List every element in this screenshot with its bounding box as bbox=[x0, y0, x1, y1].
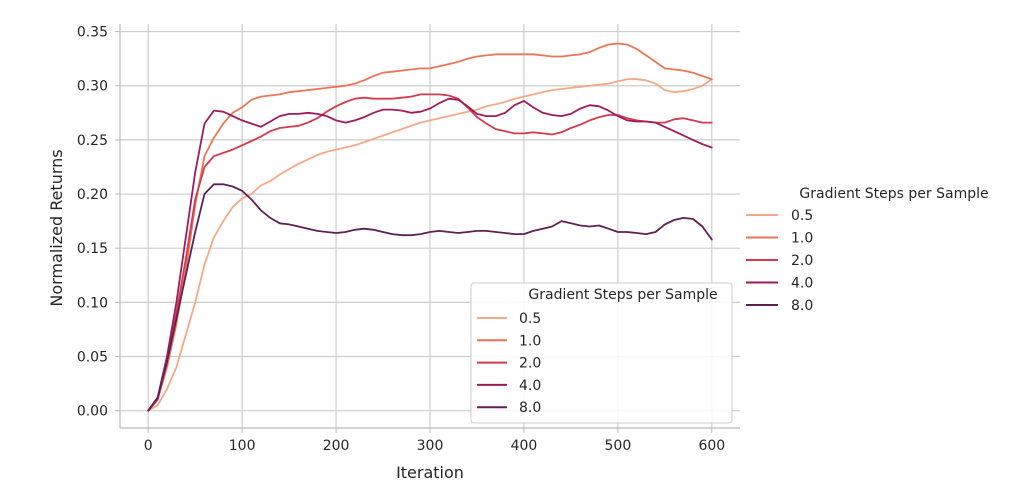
x-tick-label: 300 bbox=[417, 438, 444, 454]
legend-label: 2.0 bbox=[791, 253, 813, 269]
legend-label: 4.0 bbox=[519, 378, 541, 394]
x-tick-label: 400 bbox=[511, 438, 538, 454]
y-tick-label: 0.35 bbox=[77, 25, 108, 41]
y-tick-label: 0.10 bbox=[77, 295, 108, 311]
series-line-1-0 bbox=[147, 42, 713, 412]
legend-label: 1.0 bbox=[519, 333, 541, 349]
legend-label: 0.5 bbox=[519, 311, 541, 327]
legend-label: 2.0 bbox=[519, 356, 541, 372]
y-tick-label: 0.15 bbox=[77, 241, 108, 257]
x-tick-label: 0 bbox=[144, 438, 153, 454]
y-tick-label: 0.00 bbox=[77, 404, 108, 420]
grid-lines bbox=[120, 24, 740, 428]
legend-label: 8.0 bbox=[791, 298, 813, 314]
x-axis-label: Iteration bbox=[396, 463, 464, 482]
legend-label: 1.0 bbox=[791, 231, 813, 247]
x-tick-label: 600 bbox=[698, 438, 725, 454]
x-tick-label: 100 bbox=[229, 438, 256, 454]
series-line-8-0 bbox=[147, 183, 713, 412]
series-line-0-5 bbox=[147, 78, 713, 412]
y-axis-label: Normalized Returns bbox=[47, 149, 66, 306]
tick-labels: 0 100 200 300 400 500 600 0.00 0.05 0.10 0.15 0.20 0… bbox=[77, 25, 725, 454]
series-lines bbox=[147, 42, 713, 412]
legend-label: 4.0 bbox=[791, 276, 813, 292]
x-tick-label: 500 bbox=[605, 438, 632, 454]
y-tick-label: 0.05 bbox=[77, 350, 108, 366]
y-tick-label: 0.25 bbox=[77, 133, 108, 149]
legend-box bbox=[470, 282, 733, 424]
x-tick-label: 200 bbox=[323, 438, 350, 454]
series-line-4-0 bbox=[147, 97, 713, 412]
legend-title: Gradient Steps per Sample bbox=[528, 287, 717, 303]
axes bbox=[115, 24, 740, 433]
legend-outside: Gradient Steps per Sample 0.5 1.0 2.0 4.0 8.0 bbox=[746, 186, 989, 314]
legend-label: 8.0 bbox=[519, 400, 541, 416]
legend-inside: Gradient Steps per Sample 0.5 1.0 2.0 4.0 8.0 bbox=[470, 282, 733, 424]
y-tick-label: 0.20 bbox=[77, 187, 108, 203]
y-tick-label: 0.30 bbox=[77, 79, 108, 95]
legend-label: 0.5 bbox=[791, 208, 813, 224]
series-line-2-0 bbox=[147, 93, 713, 412]
legend-title: Gradient Steps per Sample bbox=[799, 186, 988, 202]
